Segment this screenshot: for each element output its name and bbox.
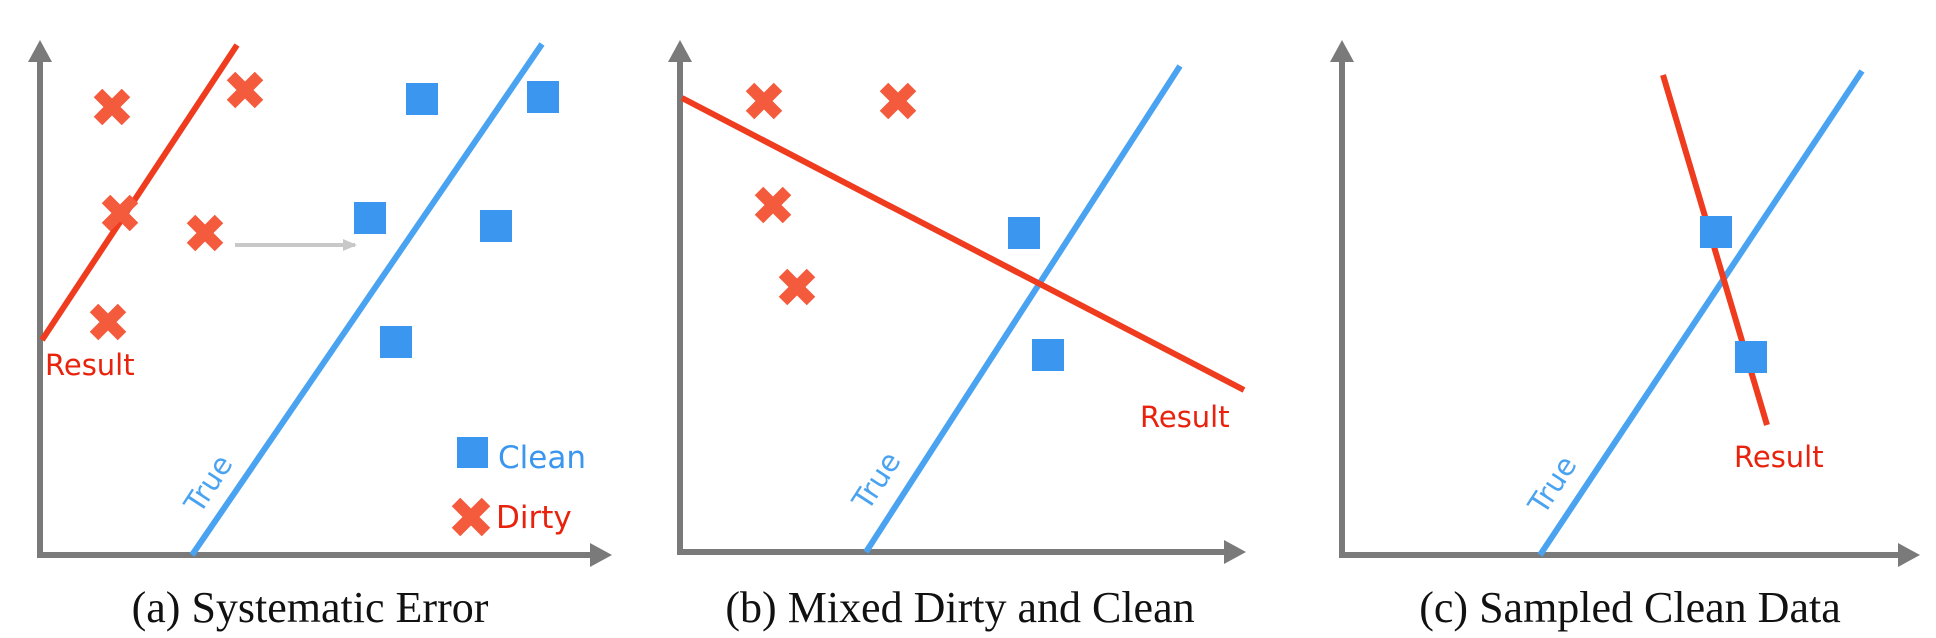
true-label: True (1521, 450, 1584, 521)
legend: Clean Dirty (451, 437, 586, 537)
x-axis-arrowhead (590, 543, 612, 567)
square-icon (457, 437, 488, 468)
result-line (680, 95, 1246, 393)
y-axis-arrowhead (668, 40, 692, 62)
x-mark-icon (101, 194, 139, 232)
square-icon (1735, 341, 1767, 373)
square-icon (380, 326, 412, 358)
axes (1330, 40, 1920, 567)
true-line (863, 64, 1183, 554)
result-label: Result (1140, 400, 1230, 434)
result-label: Result (45, 348, 135, 382)
square-icon (527, 81, 559, 113)
panel-caption: (a) Systematic Error (132, 583, 489, 632)
x-mark-icon (93, 88, 131, 126)
axes (28, 40, 612, 567)
panel-mixed-dirty-clean: True Result (b) Mixed Dirty and Clean (668, 40, 1246, 632)
legend-clean-label: Clean (498, 440, 586, 476)
true-label: True (177, 449, 240, 520)
square-icon (354, 202, 386, 234)
true-line (189, 42, 545, 557)
y-axis-arrowhead (1330, 40, 1354, 62)
x-mark-icon (226, 71, 264, 109)
y-axis-arrowhead (28, 40, 52, 62)
x-mark-icon (451, 497, 491, 537)
x-mark-icon (89, 303, 127, 341)
square-icon (406, 83, 438, 115)
panel-sampled-clean-data: True Result (c) Sampled Clean Data (1330, 40, 1920, 632)
square-icon (480, 210, 512, 242)
panel-caption: (c) Sampled Clean Data (1419, 583, 1841, 632)
panel-caption: (b) Mixed Dirty and Clean (725, 583, 1194, 632)
x-axis-arrowhead (1224, 540, 1246, 564)
x-mark-icon (879, 82, 917, 120)
square-icon (1700, 216, 1732, 248)
legend-dirty-label: Dirty (496, 500, 572, 536)
x-mark-icon (186, 214, 224, 252)
x-mark-icon (778, 268, 816, 306)
panel-systematic-error: True Result (28, 40, 612, 632)
true-line (1537, 69, 1865, 557)
x-mark-icon (745, 82, 783, 120)
square-icon (1008, 217, 1040, 249)
square-icon (1032, 339, 1064, 371)
result-label: Result (1734, 440, 1824, 474)
x-axis-arrowhead (1898, 543, 1920, 567)
result-line (39, 43, 240, 342)
x-mark-icon (754, 186, 792, 224)
axes (668, 40, 1246, 564)
